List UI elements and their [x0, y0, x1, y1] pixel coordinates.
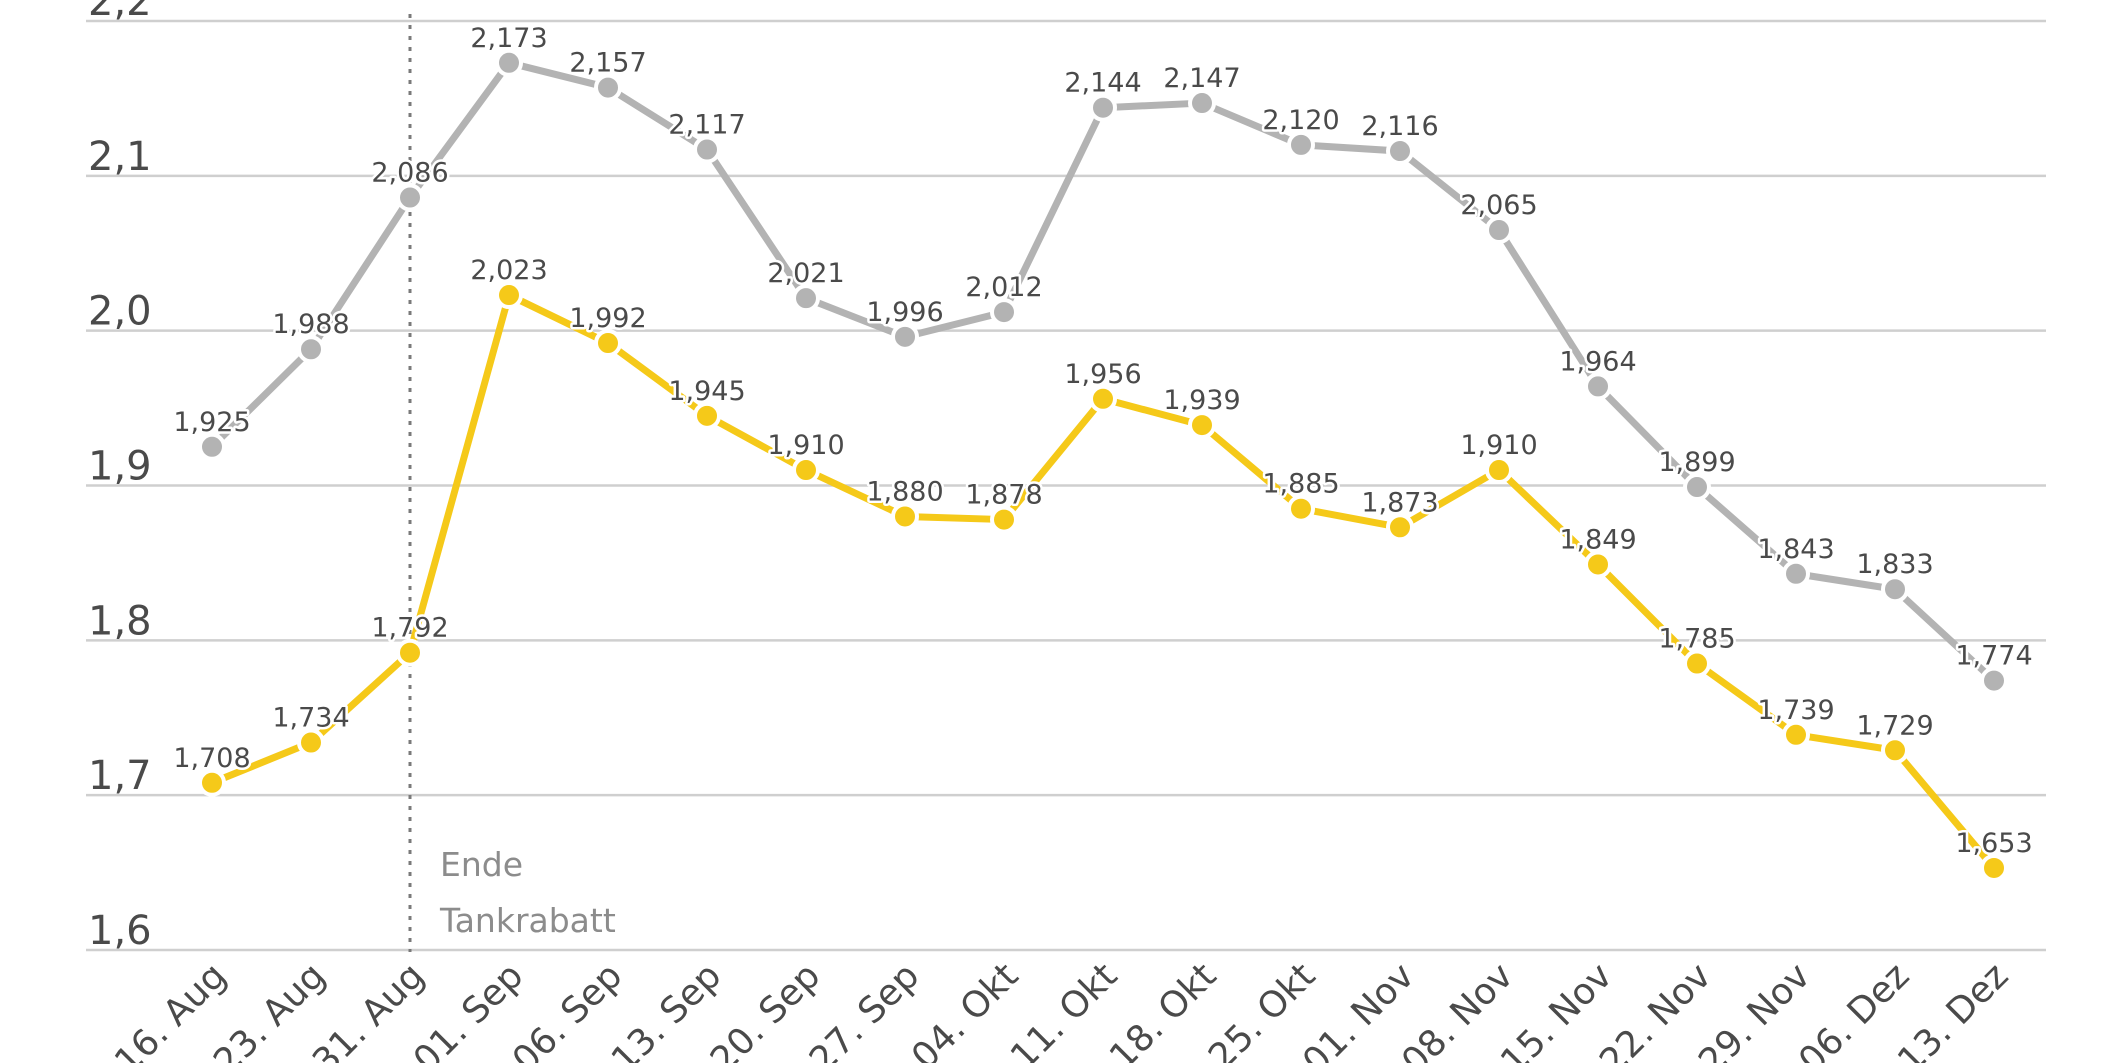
- yellow-data-label: 1,734: [272, 703, 349, 734]
- y-axis-tick-labels: 1,6 1,7 1,8 1,9 2,0 2,1 2,2: [88, 0, 152, 954]
- gray-data-point: [1683, 473, 1711, 502]
- yellow-data-label: 1,992: [569, 303, 646, 334]
- y-tick-label: 2,2: [88, 0, 152, 25]
- yellow-data-label: 1,873: [1361, 487, 1438, 518]
- gray-data-label: 1,843: [1757, 534, 1834, 565]
- yellow-data-label: 1,878: [965, 480, 1042, 511]
- gray-data-label: 2,021: [767, 258, 844, 289]
- yellow-data-point: [1089, 384, 1117, 413]
- gray-data-label: 2,173: [470, 23, 547, 54]
- yellow-data-point: [495, 281, 523, 310]
- gray-data-point: [1287, 130, 1315, 159]
- gray-data-label: 1,964: [1559, 346, 1636, 377]
- gray-data-point: [594, 73, 622, 102]
- annotation-text-line-1: Ende: [440, 845, 523, 884]
- gray-data-label: 1,899: [1658, 447, 1735, 478]
- yellow-data-point: [198, 768, 226, 797]
- gray-data-point: [792, 284, 820, 313]
- yellow-data-point: [1782, 720, 1810, 749]
- gray-data-point: [396, 183, 424, 212]
- gray-data-label: 2,120: [1262, 105, 1339, 136]
- gray-data-label: 1,925: [173, 407, 250, 438]
- gray-data-label: 2,012: [965, 272, 1042, 303]
- yellow-data-point: [594, 329, 622, 358]
- yellow-data-label: 1,945: [668, 376, 745, 407]
- yellow-data-label: 1,939: [1163, 385, 1240, 416]
- yellow-data-point: [990, 505, 1018, 534]
- yellow-data-label: 1,910: [767, 430, 844, 461]
- gray-data-point: [1089, 93, 1117, 122]
- y-tick-label: 2,0: [88, 289, 152, 335]
- annotation: Ende Tankrabatt: [408, 14, 616, 952]
- gray-data-point: [891, 322, 919, 351]
- data-series: [198, 48, 2008, 882]
- yellow-data-point: [891, 502, 919, 531]
- gray-data-point: [1782, 559, 1810, 588]
- yellow-data-point: [1683, 649, 1711, 678]
- yellow-data-label: 1,708: [173, 743, 250, 774]
- gray-data-point: [1881, 575, 1909, 604]
- gray-data-label: 2,157: [569, 48, 646, 79]
- gray-data-point: [1485, 216, 1513, 245]
- y-tick-label: 2,1: [88, 134, 152, 180]
- yellow-data-label: 1,910: [1460, 430, 1537, 461]
- yellow-data-point: [693, 401, 721, 430]
- yellow-data-label: 1,653: [1955, 828, 2032, 859]
- gray-data-point: [1188, 89, 1216, 118]
- gray-data-point: [198, 432, 226, 461]
- gray-data-point: [495, 48, 523, 77]
- gray-data-point: [1386, 137, 1414, 166]
- gray-data-point: [297, 335, 325, 364]
- yellow-data-point: [1386, 513, 1414, 542]
- gray-data-point: [693, 135, 721, 164]
- yellow-data-point: [1485, 456, 1513, 485]
- gray-data-point: [990, 298, 1018, 327]
- yellow-data-label: 1,792: [371, 613, 448, 644]
- yellow-data-point: [792, 456, 820, 485]
- gray-data-label: 1,996: [866, 297, 943, 328]
- gray-data-label: 2,147: [1163, 63, 1240, 94]
- y-tick-label: 1,6: [88, 908, 152, 954]
- yellow-data-label: 1,849: [1559, 524, 1636, 555]
- yellow-data-label: 2,023: [470, 255, 547, 286]
- gray-data-label: 1,774: [1955, 641, 2032, 672]
- yellow-data-label: 1,956: [1064, 359, 1141, 390]
- yellow-data-label: 1,885: [1262, 469, 1339, 500]
- yellow-data-point: [1881, 736, 1909, 765]
- gray-data-label: 2,116: [1361, 111, 1438, 142]
- gray-data-label: 2,144: [1064, 68, 1141, 99]
- gray-data-point: [1980, 666, 2008, 695]
- yellow-data-label: 1,785: [1658, 624, 1735, 655]
- yellow-data-label: 1,739: [1757, 695, 1834, 726]
- gray-data-label: 2,117: [668, 110, 745, 141]
- yellow-data-label: 1,729: [1856, 710, 1933, 741]
- y-tick-label: 1,7: [88, 753, 152, 799]
- y-tick-label: 1,8: [88, 598, 152, 644]
- yellow-data-point: [1287, 494, 1315, 523]
- gray-data-label: 1,988: [272, 309, 349, 340]
- gray-data-label: 2,086: [371, 158, 448, 189]
- yellow-data-point: [1980, 853, 2008, 882]
- y-tick-label: 1,9: [88, 444, 152, 490]
- yellow-data-point: [1188, 411, 1216, 440]
- gray-data-point: [1584, 372, 1612, 401]
- x-tick-label: 13. Dez: [1890, 955, 2016, 1063]
- gray-data-label: 2,065: [1460, 190, 1537, 221]
- yellow-data-point: [297, 728, 325, 757]
- gray-data-label: 1,833: [1856, 549, 1933, 580]
- annotation-text-line-2: Tankrabatt: [439, 901, 616, 940]
- data-labels: 1,925 1,988 2,086 2,173 2,157 2,117 2,021 1,996…: [171, 20, 2035, 861]
- yellow-data-point: [396, 638, 424, 667]
- yellow-data-point: [1584, 550, 1612, 579]
- yellow-data-label: 1,880: [866, 476, 943, 507]
